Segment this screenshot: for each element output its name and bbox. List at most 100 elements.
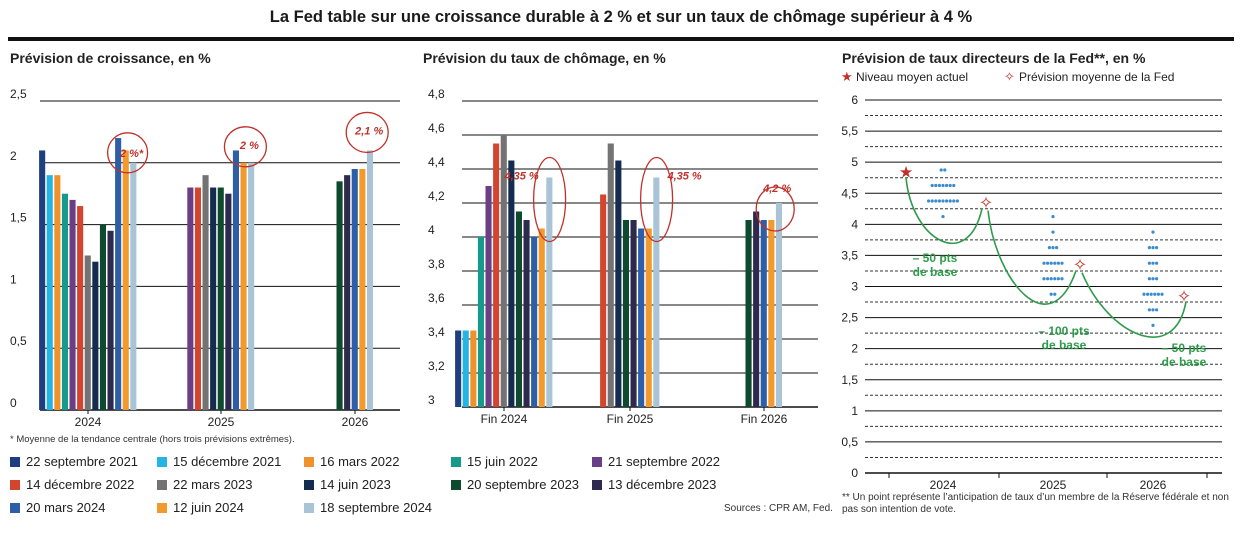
bar — [61, 193, 68, 410]
rate-dot — [945, 183, 949, 188]
rate-dot — [1055, 246, 1059, 250]
change-label: – 100 pts — [1038, 324, 1090, 338]
y-tick-label: 2 — [10, 149, 17, 163]
rate-dot — [1051, 246, 1055, 250]
legend-label: 18 septembre 2024 — [320, 500, 433, 515]
annotation-label: 2 %* — [119, 148, 144, 160]
y-tick-label: 3,4 — [428, 325, 445, 339]
y-tick-label: 1 — [10, 272, 17, 286]
x-tick-label: 2025 — [1040, 478, 1067, 492]
bar — [351, 168, 358, 410]
rate-dot — [937, 199, 941, 203]
rate-dot — [1151, 246, 1155, 250]
rate-dot — [1149, 292, 1153, 296]
rate-dot — [948, 199, 952, 203]
annotation-label: 4,35 % — [666, 171, 701, 183]
legend-item: 16 mars 2022 — [304, 454, 400, 469]
rate-dot — [1147, 246, 1151, 250]
forecast-legend-icon: ✧ — [1004, 69, 1015, 84]
forecast-marker: ✧ — [979, 194, 993, 213]
bar — [615, 160, 622, 407]
legend-swatch — [157, 502, 167, 513]
rate-dot — [1051, 230, 1055, 234]
x-tick-label: 2024 — [930, 478, 957, 492]
bar — [232, 150, 239, 410]
rate-dot — [927, 199, 931, 203]
bar — [99, 224, 106, 410]
bar — [477, 237, 484, 407]
y-tick-label: 3,2 — [428, 359, 445, 373]
y-tick-label: 4,2 — [428, 189, 445, 203]
legend-swatch — [304, 479, 314, 490]
rate-dot — [1046, 261, 1050, 265]
y-tick-label: 3,5 — [841, 248, 858, 262]
rate-dot — [945, 199, 949, 203]
bar — [760, 220, 767, 407]
y-tick-label: 2,5 — [841, 311, 858, 325]
sources: Sources : CPR AM, Fed. — [724, 503, 833, 514]
rate-dot — [937, 183, 941, 188]
x-tick-label: 2026 — [342, 415, 369, 429]
annotation-label: 2,1 % — [354, 125, 383, 137]
bar — [470, 330, 477, 407]
highlight-circle — [345, 111, 389, 154]
rate-dot — [1049, 292, 1053, 296]
y-tick-label: 0,5 — [10, 334, 27, 348]
rate-dot — [1151, 308, 1155, 312]
y-tick-label: 6 — [851, 93, 858, 107]
forecast-marker: ✧ — [1073, 256, 1087, 275]
x-tick-label: Fin 2026 — [741, 412, 788, 426]
legend-item: 18 septembre 2024 — [304, 500, 432, 515]
bar — [107, 230, 114, 410]
legend-item: 13 décembre 2023 — [592, 477, 716, 492]
y-tick-label: 3 — [851, 280, 858, 294]
y-tick-label: 4,5 — [841, 186, 858, 200]
current-level-star: ★ — [899, 164, 913, 181]
y-tick-label: 3,8 — [428, 257, 445, 271]
bar — [210, 187, 217, 410]
legend-item: 20 mars 2024 — [10, 500, 106, 515]
bar — [54, 175, 61, 410]
rate-dot — [1156, 292, 1160, 296]
bar — [92, 261, 99, 410]
legend-label: 16 mars 2022 — [320, 454, 400, 469]
rates-chart: ★ Niveau moyen actuel ✧ Prévision moyenne d… — [841, 69, 1222, 492]
bar — [546, 177, 553, 407]
legend-item: 15 décembre 2021 — [157, 454, 281, 469]
highlight-circle — [755, 186, 795, 232]
bar — [359, 168, 366, 410]
growth-chart: 0 0,5 1 1,5 2 2,5 2024 2 %* 2025 2 % 2026 2,1 % — [10, 87, 400, 429]
bar — [753, 211, 760, 407]
y-tick-label: 0 — [10, 396, 17, 410]
bar — [39, 150, 46, 410]
rate-dot — [1160, 292, 1164, 296]
rate-dot — [941, 199, 945, 203]
change-label: – 50 pts — [913, 251, 958, 265]
bar — [485, 186, 492, 407]
legend-swatch — [157, 479, 167, 490]
rate-dot — [943, 168, 947, 172]
highlight-circle — [223, 126, 268, 168]
bar — [202, 175, 209, 410]
rate-dot — [1151, 323, 1155, 327]
rate-dot — [941, 183, 945, 188]
bar — [344, 175, 351, 410]
rate-dot — [1151, 277, 1155, 281]
bar — [84, 255, 91, 410]
rates-chart-title: Prévision de taux directeurs de la Fed**… — [842, 50, 1146, 66]
legend-label: 21 septembre 2022 — [608, 454, 721, 469]
y-tick-label: 2,5 — [10, 87, 27, 101]
bar — [240, 162, 247, 410]
bar — [768, 220, 775, 407]
rate-dot — [948, 183, 952, 188]
y-tick-label: 4,4 — [428, 155, 445, 169]
legend-label: 14 juin 2023 — [320, 477, 391, 492]
legend-swatch — [592, 456, 602, 467]
rate-dot — [1147, 261, 1151, 265]
legend-swatch — [10, 502, 20, 513]
legend-label: 20 mars 2024 — [26, 500, 106, 515]
rate-dot — [930, 183, 934, 188]
x-tick-label: 2026 — [1140, 478, 1167, 492]
bar — [493, 143, 500, 407]
legend-item: 22 mars 2023 — [157, 477, 253, 492]
